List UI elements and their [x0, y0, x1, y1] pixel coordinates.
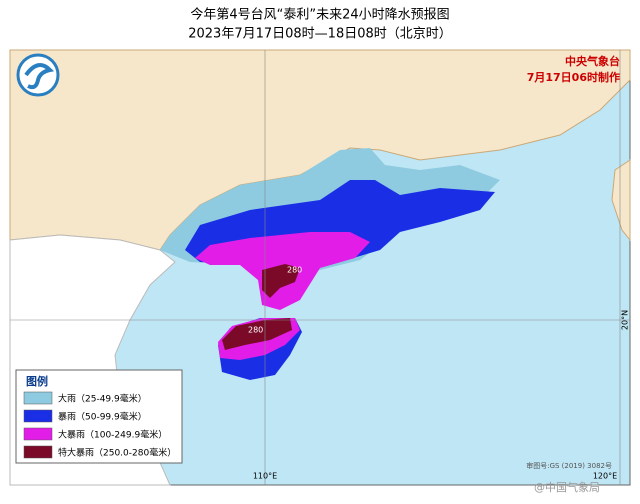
land-taiwan: [611, 159, 631, 242]
legend: 图例 大雨（25-49.9毫米） 暴雨（50-99.9毫米） 大暴雨（100-249…: [15, 369, 183, 464]
agency: 中央气象台: [565, 54, 620, 68]
rain-zone: [262, 264, 300, 298]
lat-label: 20°N: [621, 310, 630, 330]
watermark: @中国气象局: [534, 480, 600, 494]
max-label: 280: [248, 326, 263, 335]
lon-label: 120°E: [593, 472, 617, 481]
map: 280 280 110°E 120°E 20°N 中央气象台 7月17日06时制…: [9, 49, 631, 486]
legend-swatch: [23, 427, 53, 441]
legend-swatch: [23, 445, 53, 459]
legend-label: 暴雨（50-99.9毫米）: [58, 411, 147, 423]
subtitle: 2023年7月17日08时—18日08时（北京时）: [188, 27, 452, 42]
legend-title: 图例: [26, 374, 48, 388]
legend-label: 特大暴雨（250.0-280毫米）: [58, 447, 176, 459]
made-time: 7月17日06时制作: [527, 70, 620, 84]
legend-swatch: [23, 391, 53, 405]
legend-label: 大雨（25-49.9毫米）: [58, 393, 147, 405]
lon-label: 110°E: [253, 472, 277, 481]
logo-mark: [24, 63, 55, 90]
review-number: 审图号:GS (2019) 3082号: [526, 461, 612, 470]
title: 今年第4号台风“泰利”未来24小时降水预报图: [190, 7, 449, 23]
legend-swatch: [23, 409, 53, 423]
rain-zone: [222, 318, 292, 350]
max-label: 280: [287, 266, 302, 275]
legend-label: 大暴雨（100-249.9毫米）: [58, 429, 167, 441]
